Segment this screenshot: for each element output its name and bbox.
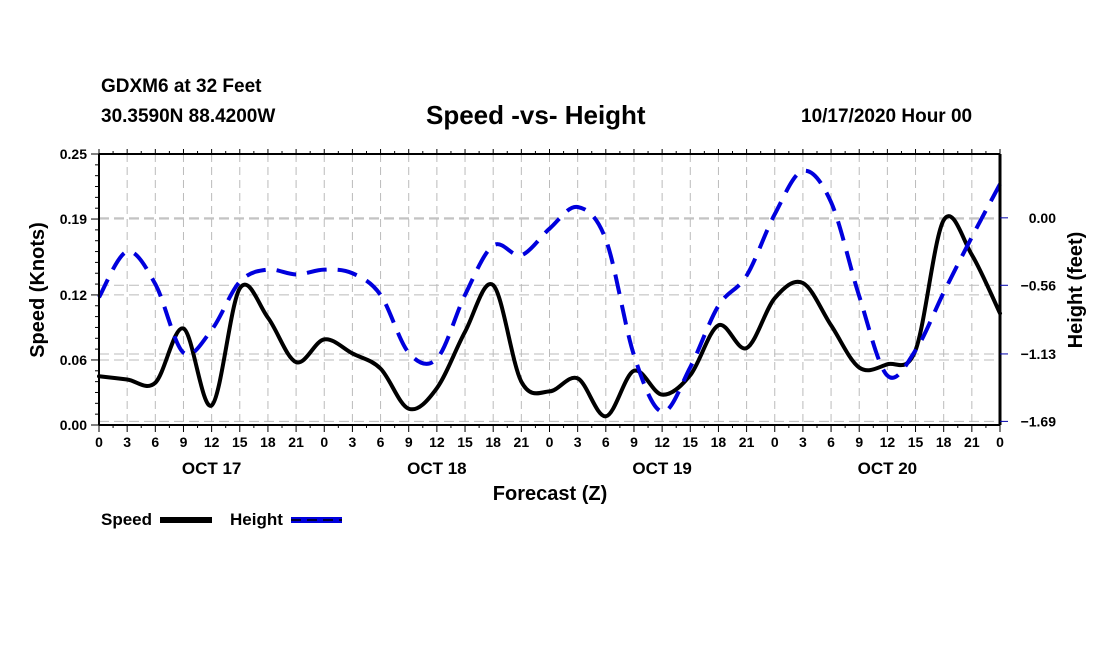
y2-tick-label: −0.56 [1021,277,1057,293]
x-tick-label: 9 [180,434,188,450]
y-axis-title: Speed (Knots) [27,222,49,358]
x-tick-label: 6 [602,434,610,450]
y-tick-label: 0.25 [60,146,87,162]
y2-tick-label: −1.13 [1021,346,1057,362]
x-tick-label: 18 [936,434,952,450]
x-tick-label: 0 [771,434,779,450]
x-tick-label: 12 [429,434,445,450]
station-label: GDXM6 at 32 Feet [101,76,262,97]
y-tick-label: 0.19 [60,211,87,227]
datetime-label: 10/17/2020 Hour 00 [801,106,973,127]
x-tick-label: 21 [288,434,304,450]
x-tick-label: 18 [485,434,501,450]
x-tick-label: 0 [546,434,554,450]
legend-speed-label: Speed [101,510,152,529]
day-label: OCT 19 [632,459,692,478]
axis-labels: 0 3 6 9 12 15 18 21 0 3 6 9 12 15 18 21 0 3 6 9 12 15 18 21 0 3 6 9… [60,146,1056,478]
day-label: OCT 17 [182,459,242,478]
x-tick-label: 21 [964,434,980,450]
y-tick-label: 0.12 [60,287,87,303]
y2-axis-title: Height (feet) [1065,232,1087,349]
x-tick-label: 6 [151,434,159,450]
x-tick-label: 18 [260,434,276,450]
x-tick-label: 0 [320,434,328,450]
y2-tick-label: 0.00 [1029,210,1056,226]
x-tick-label: 6 [827,434,835,450]
y-tick-label: 0.06 [60,352,87,368]
axes [91,149,1008,432]
x-tick-label: 15 [232,434,248,450]
series-height-line [97,168,1002,414]
series-layer [97,168,1002,419]
x-tick-label: 9 [630,434,638,450]
x-tick-label: 0 [95,434,103,450]
x-tick-label: 3 [574,434,582,450]
x-tick-label: 9 [855,434,863,450]
x-tick-label: 15 [457,434,473,450]
x-tick-label: 15 [682,434,698,450]
x-tick-label: 3 [349,434,357,450]
x-tick-label: 9 [405,434,413,450]
x-axis-title: Forecast (Z) [493,483,607,505]
legend-height-label: Height [230,510,283,529]
x-tick-label: 21 [514,434,530,450]
chart-title: Speed -vs- Height [426,100,646,130]
x-tick-label: 15 [908,434,924,450]
day-label: OCT 20 [858,459,918,478]
x-tick-label: 6 [377,434,385,450]
x-tick-label: 0 [996,434,1004,450]
x-tick-label: 21 [739,434,755,450]
x-tick-label: 12 [880,434,896,450]
legend: Speed Height [101,510,342,529]
y2-tick-label: −1.69 [1021,413,1057,429]
coordinates-label: 30.3590N 88.4200W [101,106,276,127]
x-tick-label: 18 [711,434,727,450]
x-tick-label: 3 [123,434,131,450]
y-tick-label: 0.00 [60,417,87,433]
x-tick-label: 12 [204,434,220,450]
day-label: OCT 18 [407,459,467,478]
x-tick-label: 3 [799,434,807,450]
x-tick-label: 12 [654,434,670,450]
series-speed-line [97,214,1002,419]
